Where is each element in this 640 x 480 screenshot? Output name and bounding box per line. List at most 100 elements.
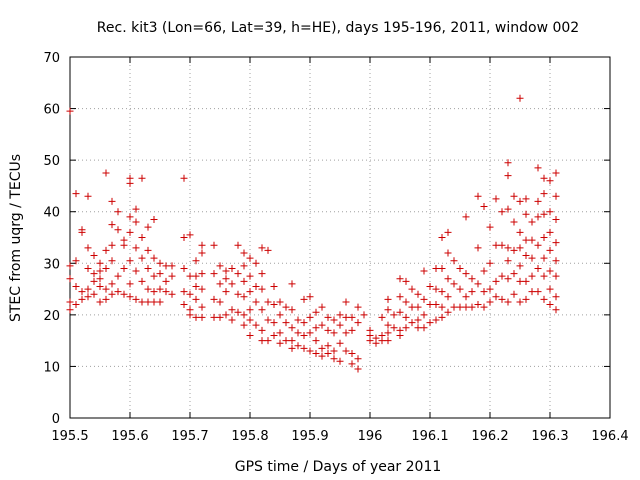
data-point [390,324,398,332]
data-point [96,259,104,267]
data-point [78,295,86,303]
data-point [162,262,170,270]
data-point [522,277,530,285]
data-point [546,177,554,185]
data-point [450,303,458,311]
data-point [294,329,302,337]
data-point [354,303,362,311]
data-point [240,249,248,257]
data-point [72,190,80,198]
data-point [246,288,254,296]
data-point [426,282,434,290]
data-point [150,298,158,306]
data-point [348,360,356,368]
data-point [420,267,428,275]
data-point [168,272,176,280]
data-point [492,195,500,203]
data-point [498,241,506,249]
data-point [384,295,392,303]
data-point [432,316,440,324]
data-point [498,272,506,280]
data-point [132,218,140,226]
data-point [96,282,104,290]
data-point [396,308,404,316]
data-point [210,295,218,303]
data-point [312,324,320,332]
data-point [186,290,194,298]
data-point [354,365,362,373]
data-point [114,226,122,234]
data-point [300,319,308,327]
data-point [414,324,422,332]
data-point [438,303,446,311]
data-point [426,301,434,309]
y-axis-label: STEC from uqrg / TECUs [8,154,24,322]
data-point [120,241,128,249]
data-point [474,244,482,252]
data-point [330,355,338,363]
data-point [312,308,320,316]
data-point [90,277,98,285]
data-point [252,321,260,329]
data-point [282,319,290,327]
data-point [342,298,350,306]
data-point [96,298,104,306]
data-point [84,264,92,272]
data-point [468,275,476,283]
data-point [234,241,242,249]
data-point [396,275,404,283]
data-point [108,290,116,298]
data-point [144,298,152,306]
data-point [414,290,422,298]
data-point [258,285,266,293]
data-point [438,288,446,296]
data-point [126,213,134,221]
data-point [222,267,230,275]
data-point [426,319,434,327]
data-point [528,236,536,244]
data-point [108,257,116,265]
data-point [180,174,188,182]
data-point [300,295,308,303]
data-point [510,246,518,254]
data-point [540,254,548,262]
data-point [534,241,542,249]
y-tick-label: 70 [43,51,60,66]
data-point [450,257,458,265]
data-point [324,313,332,321]
data-point [468,303,476,311]
data-point [450,280,458,288]
data-point [276,311,284,319]
data-point [522,210,530,218]
data-point [114,288,122,296]
data-point [396,331,404,339]
data-point [102,169,110,177]
data-point [456,264,464,272]
data-point [66,306,74,314]
data-point [192,313,200,321]
data-point [282,337,290,345]
data-point [270,282,278,290]
data-point [384,306,392,314]
data-point [138,234,146,241]
data-point [492,241,500,249]
data-point [228,306,236,314]
data-point [318,344,326,352]
data-point [510,290,518,298]
data-point [84,293,92,301]
x-tick-label: 196 [358,429,383,444]
data-point [492,293,500,301]
data-point [552,272,560,280]
data-point [300,344,308,352]
data-point [294,316,302,324]
data-point [540,272,548,280]
data-point [252,259,260,267]
data-point [96,275,104,283]
data-point [528,218,536,226]
data-point [438,234,446,241]
data-point [504,159,512,167]
data-point [180,301,188,309]
data-point [66,107,74,115]
data-point [138,277,146,285]
data-point [288,306,296,314]
